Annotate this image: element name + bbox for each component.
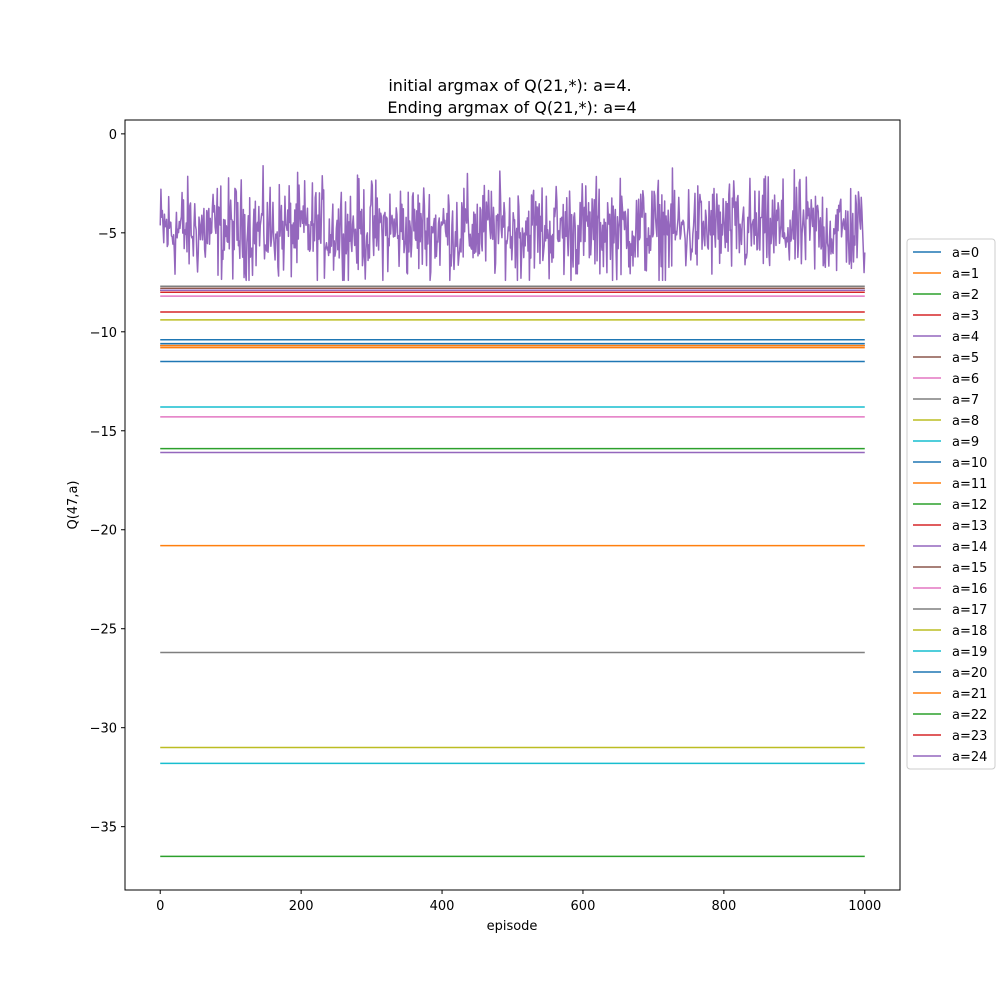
legend-label: a=5 [952, 351, 979, 366]
legend-label: a=24 [952, 750, 987, 765]
legend-label: a=12 [952, 498, 987, 513]
legend-label: a=20 [952, 666, 987, 681]
legend-label: a=13 [952, 519, 987, 534]
x-axis-label: episode [487, 919, 538, 934]
legend-label: a=11 [952, 477, 987, 492]
legend-label: a=22 [952, 708, 987, 723]
x-tick-label: 200 [289, 899, 314, 914]
legend-label: a=8 [952, 414, 979, 429]
y-tick-label: −10 [90, 326, 117, 341]
legend-label: a=9 [952, 435, 979, 450]
legend-label: a=0 [952, 246, 979, 261]
x-tick-label: 0 [156, 899, 164, 914]
y-axis-label: Q(47,a) [66, 480, 81, 529]
legend-label: a=14 [952, 540, 987, 555]
x-tick-label: 1000 [848, 899, 881, 914]
chart-title-line-2: Ending argmax of Q(21,*): a=4 [387, 98, 636, 117]
legend-label: a=16 [952, 582, 987, 597]
legend: a=0 a=1 a=2 a=3 a=4 a=5 a=6 a=7 a=8 a=9 a=10 a=11 a=… [906, 238, 996, 770]
legend-frame [906, 238, 996, 770]
x-tick-label: 600 [571, 899, 596, 914]
legend-label: a=6 [952, 372, 979, 387]
legend-label: a=17 [952, 603, 987, 618]
x-tick-label: 800 [711, 899, 736, 914]
legend-label: a=7 [952, 393, 979, 408]
legend-label: a=4 [952, 330, 979, 345]
y-tick-label: −25 [90, 623, 117, 638]
chart-title: initial argmax of Q(21,*): a=4. Ending a… [387, 76, 636, 117]
legend-label: a=15 [952, 561, 987, 576]
y-tick-label: −30 [90, 722, 117, 737]
legend-label: a=18 [952, 624, 987, 639]
y-axis-ticks: 0 −5 −10 −15 −20 −25 −30 −35 [90, 128, 125, 836]
plot-area-frame [124, 119, 901, 891]
legend-label: a=23 [952, 729, 987, 744]
legend-label: a=3 [952, 309, 979, 324]
y-tick-label: −35 [90, 821, 117, 836]
legend-label: a=1 [952, 267, 979, 282]
x-axis-ticks: 0 200 400 600 800 1000 [156, 890, 881, 914]
legend-label: a=21 [952, 687, 987, 702]
legend-label: a=2 [952, 288, 979, 303]
chart-title-line-1: initial argmax of Q(21,*): a=4. [388, 76, 631, 95]
x-tick-label: 400 [430, 899, 455, 914]
y-tick-label: −5 [98, 227, 117, 242]
series-line-a-4 [159, 164, 866, 282]
legend-entries: a=0 a=1 a=2 a=3 a=4 a=5 a=6 a=7 a=8 a=9 a=10 a=11 a=… [913, 246, 987, 765]
y-tick-label: −20 [90, 524, 117, 539]
legend-label: a=10 [952, 456, 987, 471]
legend-label: a=19 [952, 645, 987, 660]
series-lines [159, 164, 866, 858]
y-tick-label: −15 [90, 425, 117, 440]
y-tick-label: 0 [109, 128, 117, 143]
